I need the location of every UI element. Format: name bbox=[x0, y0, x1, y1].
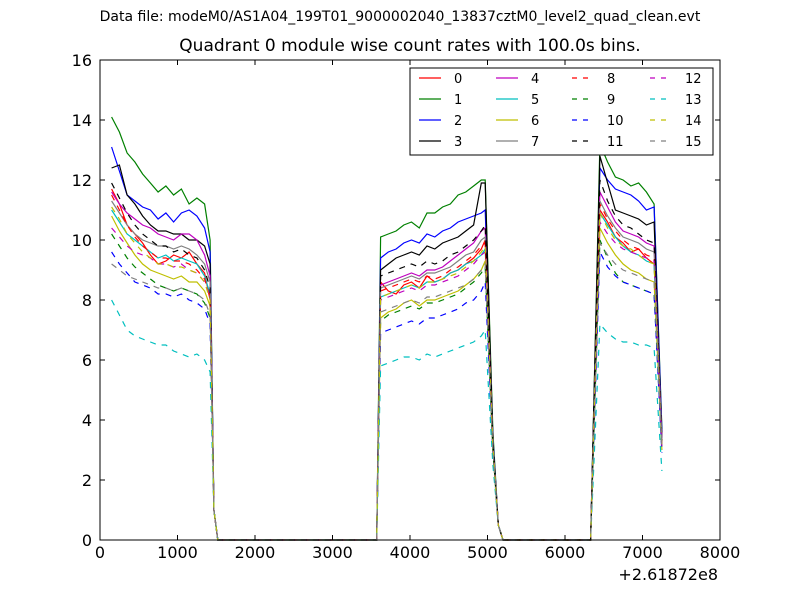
y-tick-label: 6 bbox=[82, 351, 92, 370]
series-line-6 bbox=[111, 215, 663, 541]
series-line-0 bbox=[111, 188, 663, 541]
legend-label-14: 14 bbox=[685, 114, 702, 129]
legend-label-1: 1 bbox=[454, 93, 462, 108]
legend-label-15: 15 bbox=[685, 135, 702, 150]
legend-label-2: 2 bbox=[454, 114, 462, 129]
series-line-4 bbox=[111, 191, 663, 541]
series-line-9 bbox=[111, 233, 663, 541]
x-tick-label: 6000 bbox=[545, 543, 586, 562]
x-tick-label: 1000 bbox=[157, 543, 198, 562]
x-offset-label: +2.61872e8 bbox=[618, 565, 718, 584]
legend-label-4: 4 bbox=[531, 72, 539, 87]
y-tick-label: 16 bbox=[72, 51, 92, 70]
series-line-8 bbox=[111, 194, 663, 541]
y-tick-label: 8 bbox=[82, 291, 92, 310]
series-line-13 bbox=[111, 299, 663, 541]
y-tick-label: 10 bbox=[72, 231, 92, 250]
legend-label-9: 9 bbox=[607, 93, 615, 108]
legend-label-6: 6 bbox=[531, 114, 539, 129]
chart-title: Quadrant 0 module wise count rates with … bbox=[179, 36, 641, 56]
ticks-layer: 0 1000 2000 3000 4000 5000 6000 7000 80000246810… bbox=[72, 51, 741, 562]
series-line-10 bbox=[111, 249, 663, 541]
legend-label-7: 7 bbox=[531, 135, 539, 150]
legend-label-10: 10 bbox=[607, 114, 624, 129]
y-tick-label: 4 bbox=[82, 411, 92, 430]
x-tick-label: 3000 bbox=[312, 543, 353, 562]
legend-label-13: 13 bbox=[685, 93, 702, 108]
figure-supertitle: Data file: modeM0/AS1A04_199T01_90000020… bbox=[99, 9, 701, 25]
legend-label-5: 5 bbox=[531, 93, 539, 108]
legend-label-0: 0 bbox=[454, 72, 462, 87]
legend-label-11: 11 bbox=[607, 135, 624, 150]
series-line-7 bbox=[111, 200, 663, 541]
x-tick-label: 0 bbox=[95, 543, 105, 562]
x-tick-label: 4000 bbox=[390, 543, 431, 562]
legend-label-12: 12 bbox=[685, 72, 702, 87]
x-tick-label: 8000 bbox=[700, 543, 741, 562]
series-line-15 bbox=[111, 241, 663, 541]
series-line-12 bbox=[111, 220, 663, 541]
series-line-14 bbox=[111, 206, 663, 541]
y-tick-label: 0 bbox=[82, 531, 92, 550]
legend-label-8: 8 bbox=[607, 72, 615, 87]
x-tick-label: 5000 bbox=[467, 543, 508, 562]
series-line-3 bbox=[111, 155, 663, 541]
x-tick-label: 2000 bbox=[235, 543, 276, 562]
series-line-2 bbox=[111, 146, 663, 541]
y-tick-label: 2 bbox=[82, 471, 92, 490]
legend-label-3: 3 bbox=[454, 135, 462, 150]
x-tick-label: 7000 bbox=[622, 543, 663, 562]
y-tick-label: 12 bbox=[72, 171, 92, 190]
series-line-1 bbox=[111, 116, 663, 541]
series-layer bbox=[111, 116, 663, 541]
y-tick-label: 14 bbox=[72, 111, 92, 130]
